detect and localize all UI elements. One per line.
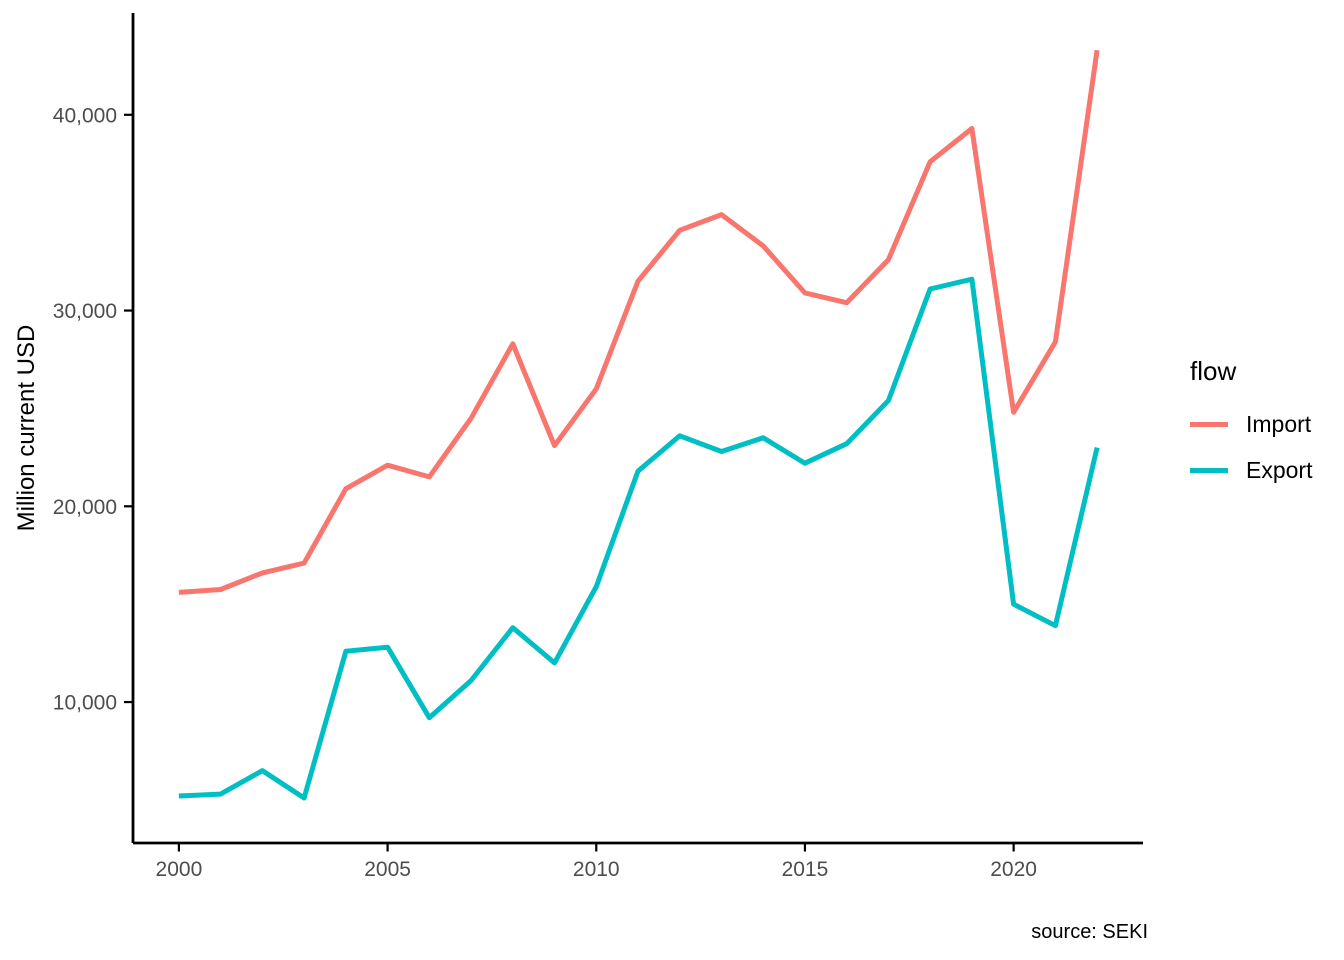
axes: 10,000 20,000 30,000 40,000 2000 2005 2010 2015…: [53, 13, 1143, 881]
import-line-key: [1190, 421, 1228, 427]
legend-title: flow: [1190, 356, 1237, 386]
legend-item-export: Export: [1190, 456, 1312, 484]
y-axis-title: Million current USD: [13, 325, 40, 532]
x-tick-label: 2000: [156, 858, 203, 881]
y-tick-label: 10,000: [53, 692, 117, 715]
import-line: [178, 49, 1100, 595]
export-line: [178, 276, 1100, 801]
legend-label-export: Export: [1246, 457, 1313, 483]
y-tick-label: 30,000: [53, 300, 117, 323]
x-tick-label: 2015: [782, 858, 829, 881]
legend: flow Import Export: [1190, 356, 1312, 502]
x-tick-label: 2010: [573, 858, 620, 881]
legend-item-import: Import: [1190, 410, 1312, 438]
legend-label-import: Import: [1246, 411, 1312, 437]
y-tick-label: 20,000: [53, 496, 117, 519]
x-tick-label: 2005: [364, 858, 411, 881]
y-tick-label: 40,000: [53, 104, 117, 127]
series-lines: [178, 49, 1100, 801]
export-line-key: [1190, 467, 1228, 473]
x-tick-label: 2020: [990, 858, 1037, 881]
source-caption: source: SEKI: [1031, 921, 1148, 943]
